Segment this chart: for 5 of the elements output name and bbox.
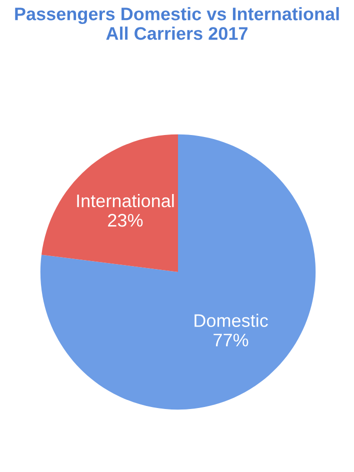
slice-label: International [77, 194, 174, 208]
slice-label: Domestic [194, 314, 268, 327]
chart-title: Passengers Domestic vs International All Carriers 2017 [15, 7, 339, 40]
data-label: 77% [214, 334, 248, 346]
data-label: 23% [108, 214, 143, 227]
